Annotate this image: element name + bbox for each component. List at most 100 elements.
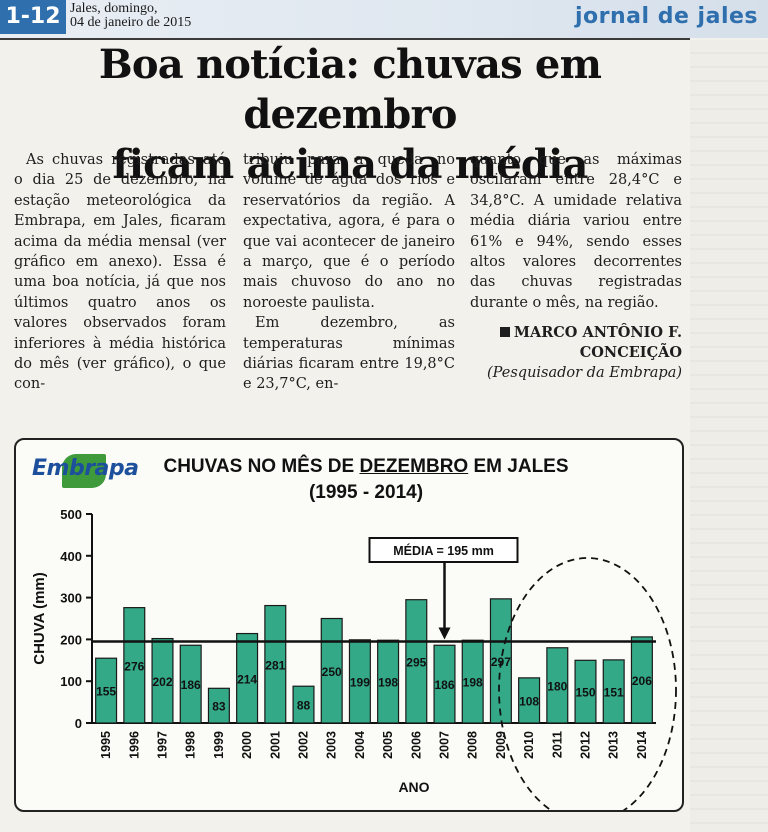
embrapa-logo: Embrapa [32, 454, 142, 488]
header-rule [0, 38, 690, 40]
bar-2005 [377, 639, 400, 724]
bar-value-label: 83 [212, 700, 226, 714]
bar-2008 [461, 639, 484, 724]
page-header: 1-12 Jales, domingo, 04 de janeiro de 20… [0, 0, 768, 38]
page-number: 1-12 [0, 0, 66, 34]
date-line: Jales, domingo, 04 de janeiro de 2015 [70, 2, 191, 30]
y-tick-label: 0 [75, 716, 82, 731]
author-name-2: CONCEIÇÃO [579, 344, 682, 362]
bar-value-label: 186 [181, 678, 201, 692]
bar-1997 [151, 637, 174, 724]
headline: Boa notícia: chuvas em dezembro ficam ac… [10, 40, 690, 190]
x-tick-label: 2002 [297, 731, 311, 759]
bar-value-label: 198 [378, 676, 398, 690]
x-tick-label: 2014 [635, 731, 649, 759]
masthead: jornal de jales [575, 4, 758, 29]
y-tick-label: 300 [60, 591, 82, 606]
bar-value-label: 214 [237, 672, 257, 686]
logo-leaf-shape [62, 454, 106, 488]
x-tick-label: 2006 [409, 731, 423, 759]
bar-value-label: 88 [297, 699, 311, 713]
headline-line-1: Boa notícia: chuvas em dezembro [98, 41, 602, 138]
bar-2002 [292, 685, 315, 724]
article-column-3: quanto que as máximas oscilaram entre 28… [470, 150, 682, 383]
article-paragraph: Em dezembro, as temperaturas mínimas diá… [243, 315, 455, 393]
chart-title: CHUVAS NO MÊS DE DEZEMBRO EM JALES (1995… [156, 454, 576, 506]
bar-1995 [95, 657, 118, 724]
x-tick-label: 2000 [240, 731, 254, 759]
highlight-ellipse [498, 557, 677, 810]
x-tick-label: 2013 [607, 731, 621, 759]
bar-value-label: 150 [575, 686, 595, 700]
bar-2012 [574, 659, 597, 724]
author-name-1: MARCO ANTÔNIO F. [513, 324, 682, 342]
article-paragraph: tribuiu para a queda no volume de água d… [243, 152, 455, 311]
x-tick-label: 2012 [579, 731, 593, 759]
article-column-1: As chuvas registradas até o dia 25 de de… [14, 150, 226, 395]
y-tick-label: 100 [60, 674, 82, 689]
bar-2004 [348, 639, 371, 724]
x-tick-label: 2007 [438, 731, 452, 759]
x-tick-label: 1996 [127, 731, 141, 759]
x-tick-label: 2005 [381, 731, 395, 759]
x-axis-label: ANO [398, 779, 429, 795]
bar-value-label: 250 [322, 665, 342, 679]
bar-2006 [405, 599, 428, 724]
chart-title-prefix: CHUVAS NO MÊS DE [163, 456, 360, 477]
bar-value-label: 198 [463, 676, 483, 690]
date-line-place: Jales, domingo, [70, 1, 158, 16]
chart-plot: 0 100 200 300 400 500 CHUVA (mm) 155 1995 276 1996… [31, 507, 677, 810]
mean-label: MÉDIA = 195 mm [393, 543, 494, 558]
bar-2007 [433, 644, 456, 724]
adjacent-page-bleed [690, 40, 768, 832]
x-tick-label: 2004 [353, 731, 367, 759]
date-line-date: 04 de janeiro de 2015 [70, 15, 192, 30]
bar-value-label: 276 [124, 659, 144, 673]
mean-arrow-head [438, 627, 451, 640]
bar-2003 [320, 617, 343, 724]
bar-value-label: 199 [350, 675, 370, 689]
x-tick-label: 2011 [550, 731, 564, 758]
bar-value-label: 108 [519, 694, 539, 708]
article-column-2: tribuiu para a queda no volume de água d… [243, 150, 455, 395]
y-tick-label: 400 [60, 549, 82, 564]
y-tick-label: 500 [60, 507, 82, 522]
chart-subtitle: (1995 - 2014) [308, 482, 424, 503]
bar-value-label: 180 [547, 679, 567, 693]
bar-2010 [518, 677, 541, 724]
bar-value-label: 151 [604, 685, 624, 699]
mean-label-box [368, 537, 519, 563]
author-credit: (Pesquisador da Embrapa) [487, 365, 682, 382]
bar-2014 [630, 636, 653, 724]
y-tick-label: 200 [60, 632, 82, 647]
bar-value-label: 186 [434, 678, 454, 692]
bar-value-label: 206 [632, 674, 652, 688]
bar-2013 [602, 659, 625, 724]
author-byline: MARCO ANTÔNIO F. CONCEIÇÃO [470, 323, 682, 363]
x-tick-label: 1998 [184, 731, 198, 759]
bar-value-label: 202 [152, 675, 172, 689]
rainfall-chart: Embrapa CHUVAS NO MÊS DE DEZEMBRO EM JAL… [14, 438, 684, 812]
headline-line-2: ficam acima da média [112, 141, 588, 188]
bar-2001 [264, 604, 287, 724]
article-paragraph: As chuvas registradas até o dia 25 de de… [14, 152, 226, 393]
chart-title-month: DEZEMBRO [359, 456, 469, 477]
x-tick-label: 2010 [522, 731, 536, 759]
bar-value-label: 281 [265, 658, 285, 672]
x-tick-label: 2009 [494, 731, 508, 759]
x-tick-label: 1995 [99, 731, 113, 759]
bullet-square-icon [499, 327, 510, 338]
x-tick-label: 2003 [325, 731, 339, 759]
logo-text: Embrapa [32, 456, 139, 481]
x-tick-label: 1997 [156, 731, 170, 759]
bar-1996 [123, 607, 146, 724]
x-tick-label: 2008 [466, 731, 480, 759]
y-axis-label: CHUVA (mm) [31, 572, 48, 665]
x-tick-label: 2001 [268, 731, 282, 759]
bar-2000 [236, 632, 259, 724]
bar-1999 [207, 687, 230, 724]
bar-value-label: 155 [96, 685, 116, 699]
article-paragraph: quanto que as máximas oscilaram entre 28… [470, 152, 682, 311]
bar-1998 [179, 644, 202, 724]
chart-title-suffix: EM JALES [468, 456, 569, 477]
